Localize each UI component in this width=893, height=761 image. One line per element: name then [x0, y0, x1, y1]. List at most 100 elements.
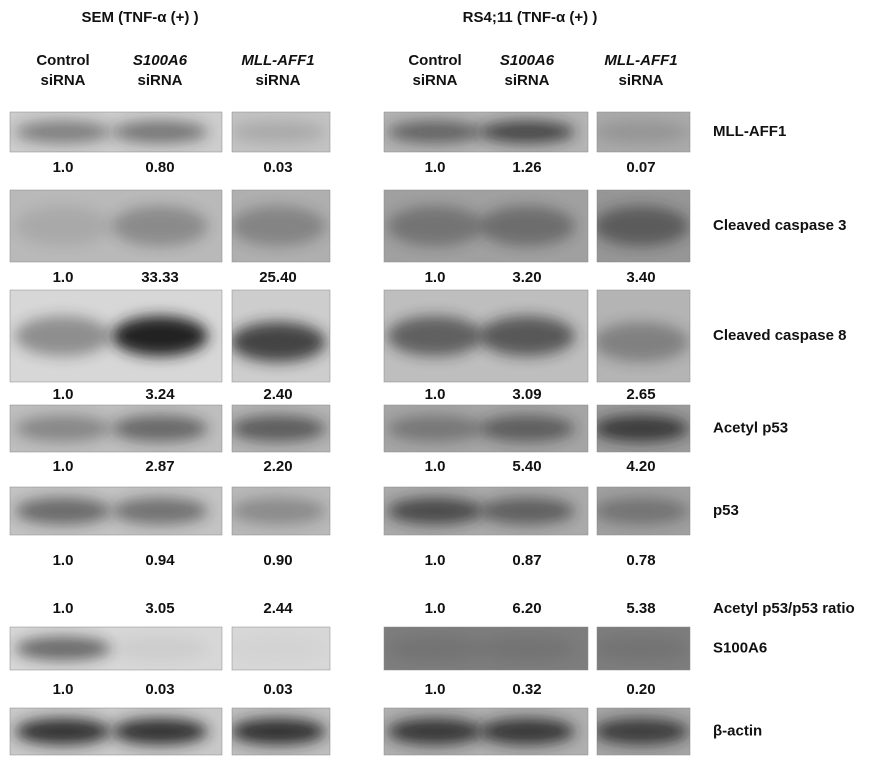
- band: [387, 415, 483, 441]
- quantification: 33.33: [141, 269, 179, 286]
- quantification: 2.40: [263, 386, 292, 403]
- band: [15, 498, 111, 525]
- band: [387, 718, 483, 744]
- band: [112, 415, 208, 441]
- quantification: 3.05: [145, 600, 174, 617]
- lane-suffix: siRNA: [255, 72, 300, 89]
- bands: [593, 322, 689, 362]
- lane-suffix: siRNA: [504, 72, 549, 89]
- blot: [10, 487, 222, 535]
- lane-name: Control: [36, 52, 89, 69]
- band: [479, 636, 575, 660]
- band: [387, 316, 483, 356]
- quantification: 2.44: [263, 600, 293, 617]
- bands: [593, 498, 689, 525]
- quantification: 0.32: [512, 681, 541, 698]
- quantification: 2.65: [626, 386, 655, 403]
- quantification: 3.40: [626, 269, 655, 286]
- figure: SEM (TNF-α (+) )ControlsiRNAS100A6siRNAM…: [0, 0, 893, 761]
- row-label: Cleaved caspase 8: [713, 327, 846, 344]
- blot: [230, 190, 330, 262]
- quantification: 1.0: [53, 269, 74, 286]
- blot: [384, 627, 588, 670]
- bands: [230, 322, 326, 362]
- bands: [593, 718, 689, 744]
- band: [479, 498, 575, 525]
- lane-name: S100A6: [133, 52, 188, 69]
- blot: [593, 190, 690, 262]
- band: [479, 718, 575, 744]
- blot: [10, 708, 222, 755]
- blot: [593, 290, 690, 382]
- quantification: 1.0: [53, 386, 74, 403]
- quantification: 0.90: [263, 552, 292, 569]
- bands: [230, 121, 326, 143]
- blot: [230, 290, 330, 382]
- band: [230, 121, 326, 143]
- band: [112, 316, 208, 356]
- bands: [230, 415, 326, 441]
- quantification: 1.26: [512, 159, 541, 176]
- band: [593, 498, 689, 525]
- band: [15, 718, 111, 744]
- band: [230, 415, 326, 441]
- lane-name: S100A6: [500, 52, 555, 69]
- band: [593, 636, 689, 660]
- lane-suffix: siRNA: [137, 72, 182, 89]
- band: [387, 206, 483, 246]
- band: [112, 498, 208, 525]
- lane-suffix: siRNA: [618, 72, 663, 89]
- band: [15, 121, 111, 143]
- band: [593, 322, 689, 362]
- band: [479, 121, 575, 143]
- blot: [593, 112, 690, 152]
- band: [479, 316, 575, 356]
- row-label: β-actin: [713, 722, 762, 739]
- quantification: 1.0: [425, 269, 446, 286]
- band: [15, 415, 111, 441]
- blot: [230, 627, 330, 670]
- row-label: Cleaved caspase 3: [713, 217, 846, 234]
- band: [593, 718, 689, 744]
- quantification: 0.03: [263, 681, 292, 698]
- blot: [384, 190, 588, 262]
- quantification: 1.0: [53, 552, 74, 569]
- blot: [230, 708, 330, 755]
- band: [112, 121, 208, 143]
- quantification: 1.0: [53, 681, 74, 698]
- quantification: 25.40: [259, 269, 297, 286]
- bands: [230, 636, 326, 660]
- quantification: 1.0: [53, 159, 74, 176]
- band: [112, 636, 208, 660]
- blot: [10, 190, 222, 262]
- bands: [230, 206, 326, 246]
- quantification: 1.0: [425, 681, 446, 698]
- band: [593, 121, 689, 143]
- quantification: 3.09: [512, 386, 541, 403]
- panel-title: RS4;11 (TNF-α (+) ): [463, 9, 598, 26]
- quantification: 1.0: [425, 600, 446, 617]
- blot: [384, 405, 588, 452]
- blot: [10, 112, 222, 152]
- row-label: Acetyl p53: [713, 419, 788, 436]
- band: [112, 206, 208, 246]
- row-label: MLL-AFF1: [713, 123, 786, 140]
- blot: [384, 708, 588, 755]
- blot: [384, 487, 588, 535]
- quantification: 3.24: [145, 386, 175, 403]
- quantification: 1.0: [53, 458, 74, 475]
- quantification: 2.20: [263, 458, 292, 475]
- quantification: 5.40: [512, 458, 541, 475]
- band: [230, 206, 326, 246]
- band: [387, 121, 483, 143]
- blot: [593, 487, 690, 535]
- bands: [230, 718, 326, 744]
- band: [230, 498, 326, 525]
- blot: [230, 405, 330, 452]
- band: [15, 206, 111, 246]
- blot: [230, 487, 330, 535]
- quantification: 4.20: [626, 458, 655, 475]
- bands: [593, 121, 689, 143]
- lane-name: Control: [408, 52, 461, 69]
- quantification: 1.0: [53, 600, 74, 617]
